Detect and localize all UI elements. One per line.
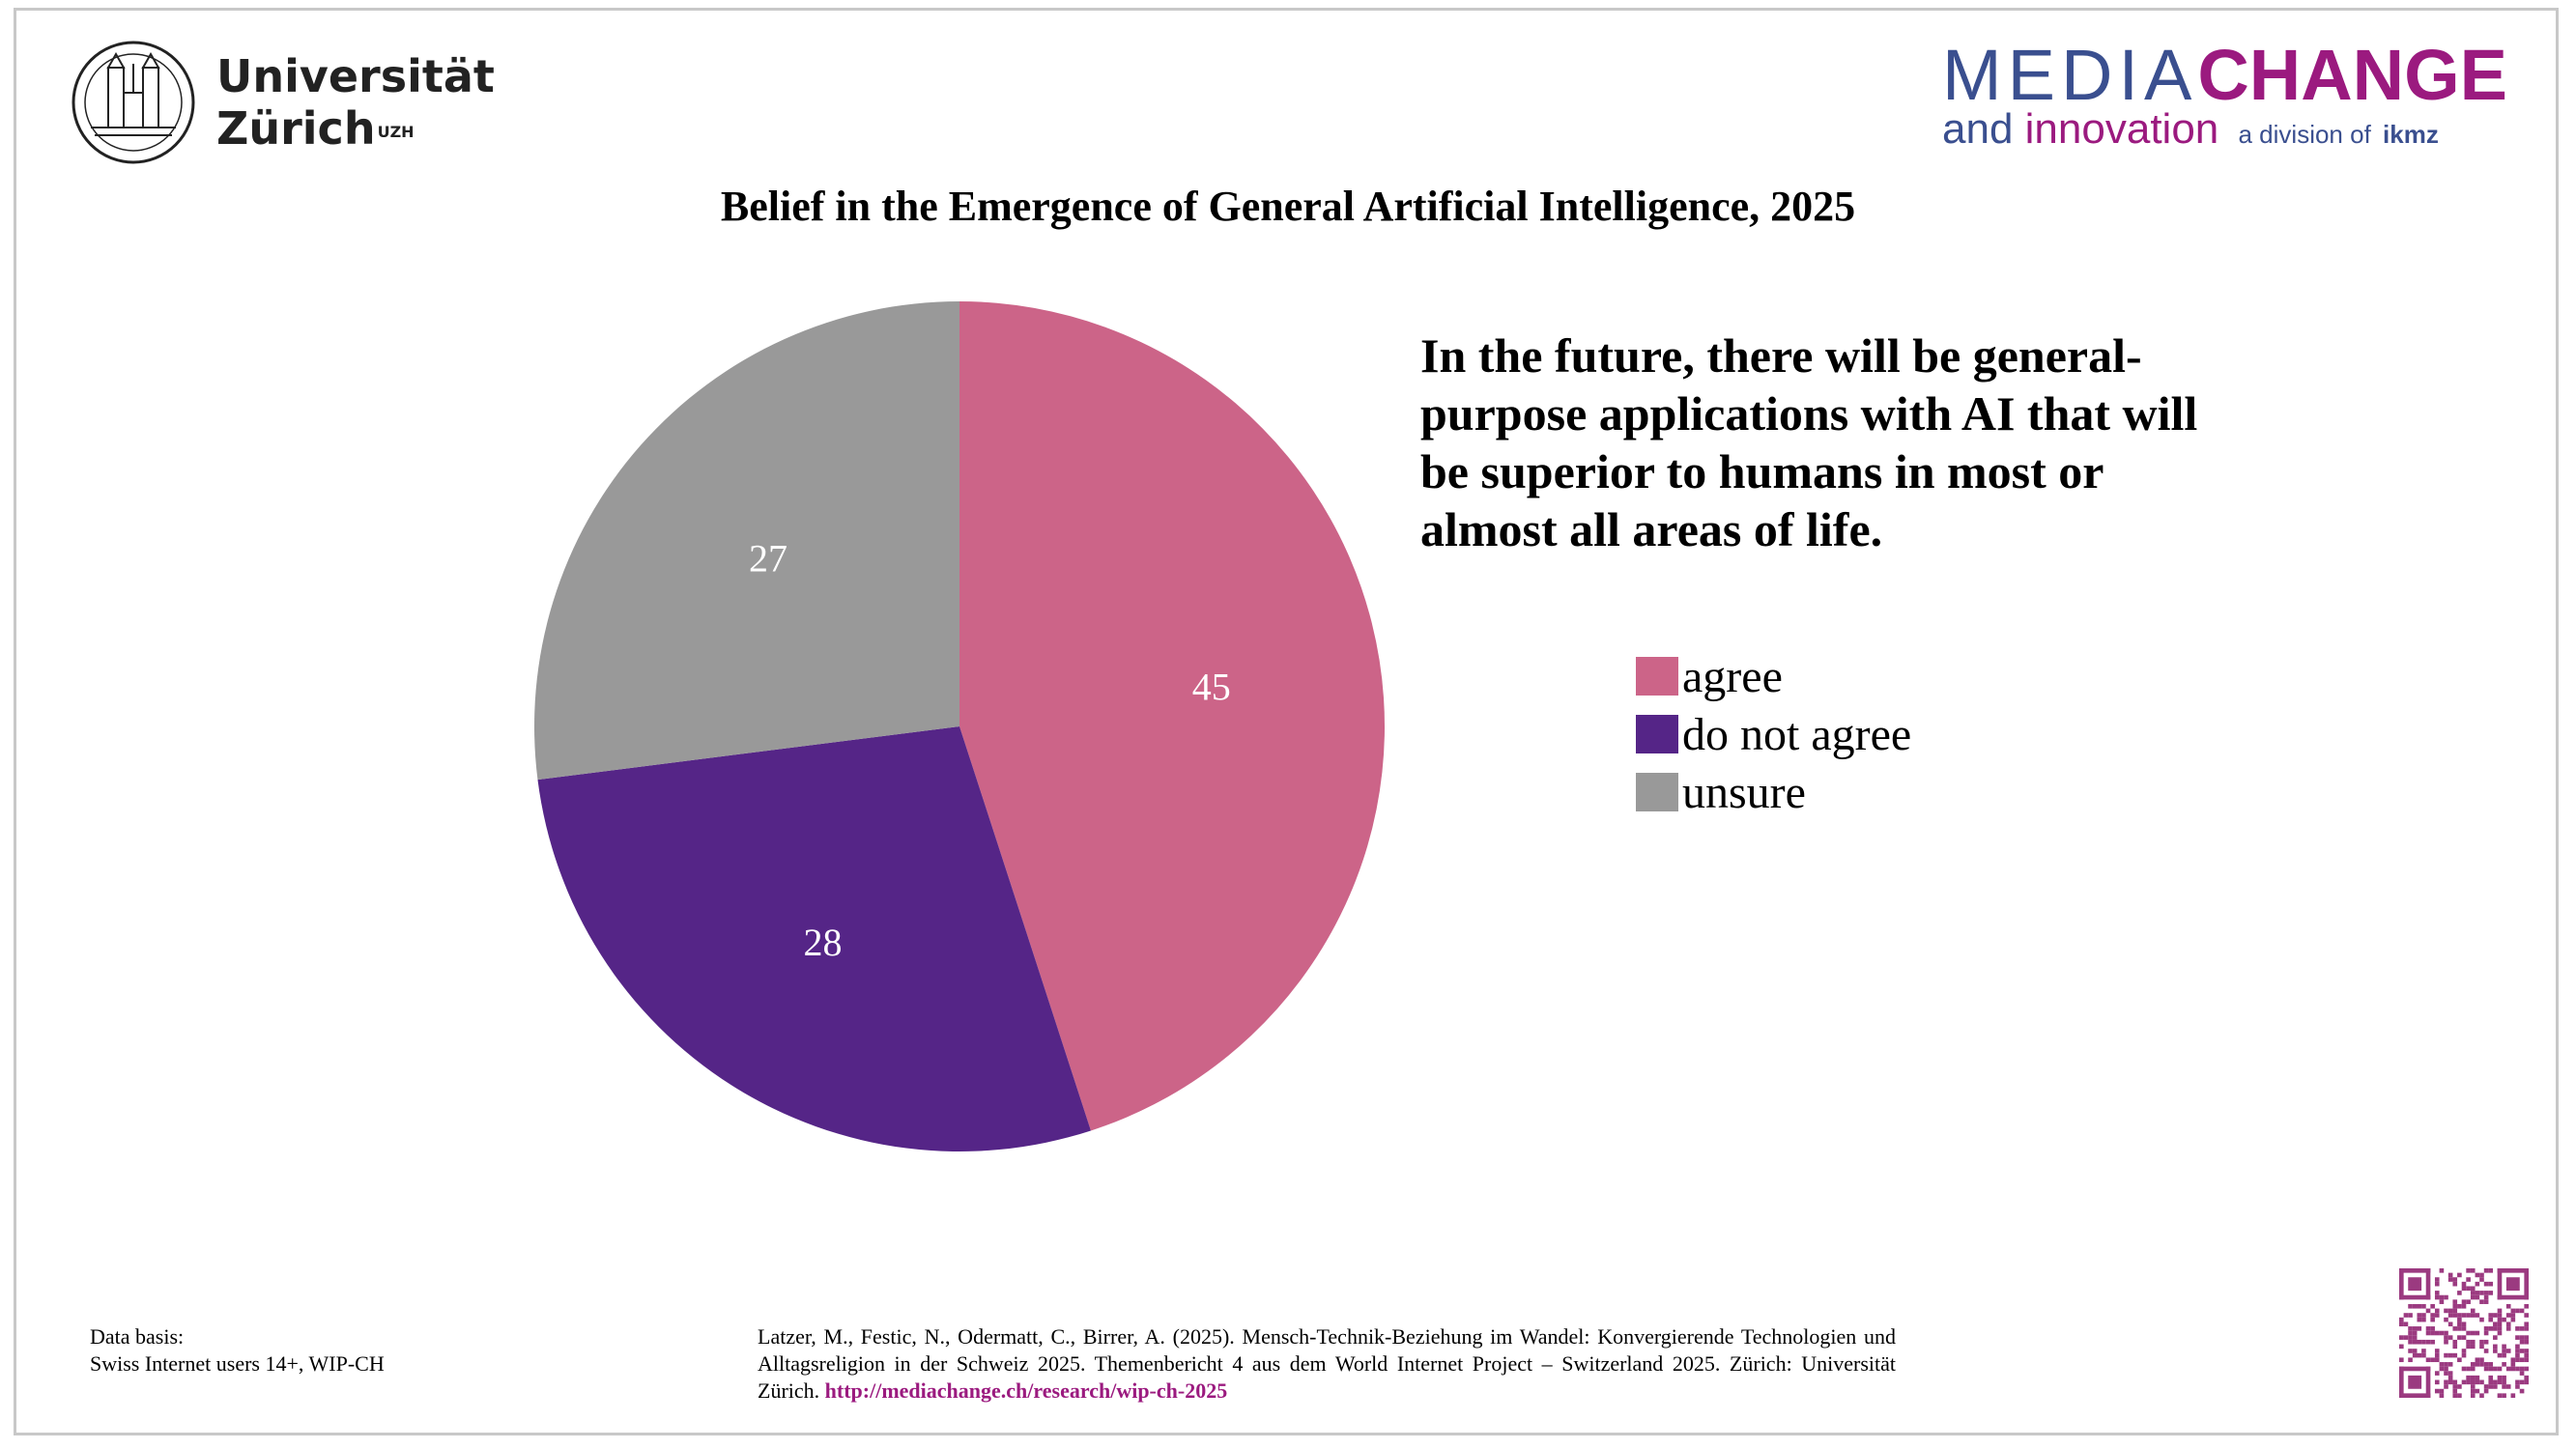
legend-swatch — [1636, 657, 1678, 696]
legend-item-do-not-agree: do not agree — [1636, 705, 1911, 763]
legend-label: do not agree — [1682, 708, 1912, 760]
legend-swatch — [1636, 773, 1678, 811]
legend-label: unsure — [1682, 766, 1806, 818]
uzh-seal-icon — [72, 41, 195, 164]
data-basis-label: Data basis: — [90, 1324, 185, 1349]
pie-slice-do-not-agree — [537, 726, 1091, 1151]
data-basis: Data basis: Swiss Internet users 14+, WI… — [90, 1323, 385, 1378]
pie-slice-agree — [959, 301, 1385, 1131]
citation: Latzer, M., Festic, N., Odermatt, C., Bi… — [758, 1323, 1896, 1405]
legend-swatch — [1636, 715, 1678, 753]
qr-code-icon[interactable] — [2399, 1268, 2529, 1398]
data-basis-value: Swiss Internet users 14+, WIP-CH — [90, 1351, 385, 1376]
pie-slice-unsure — [534, 301, 959, 781]
mediachange-logo: MEDIACHANGE and innovation a division of… — [1942, 39, 2507, 156]
legend-item-unsure: unsure — [1636, 763, 1911, 821]
survey-question: In the future, there will be general-pur… — [1420, 328, 2198, 556]
mc-change: CHANGE — [2197, 35, 2508, 115]
legend-item-agree: agree — [1636, 647, 1911, 705]
data-label-unsure: 27 — [749, 536, 787, 580]
legend-label: agree — [1682, 650, 1783, 702]
data-label-do-not-agree: 28 — [804, 921, 843, 964]
chart-title: Belief in the Emergence of General Artif… — [720, 183, 1856, 230]
uzh-name-line2: Zürich — [216, 102, 376, 155]
mc-division: a division of — [2238, 120, 2371, 149]
mc-innovation: innovation — [2024, 105, 2219, 153]
mc-and: and — [1942, 105, 2014, 153]
mc-media: MEDIA — [1942, 35, 2198, 115]
citation-text: Latzer, M., Festic, N., Odermatt, C., Bi… — [758, 1324, 1896, 1403]
mc-ikmz: ikmz — [2383, 120, 2439, 149]
data-label-agree: 45 — [1192, 666, 1231, 709]
citation-link[interactable]: http://mediachange.ch/research/wip-ch-20… — [824, 1378, 1228, 1403]
uzh-name-line1: Universität — [216, 50, 495, 102]
uzh-superscript: UZH — [377, 123, 415, 141]
chart-legend: agree do not agree unsure — [1636, 647, 1911, 821]
uzh-logo: Universität Zürich UZH — [70, 39, 495, 166]
